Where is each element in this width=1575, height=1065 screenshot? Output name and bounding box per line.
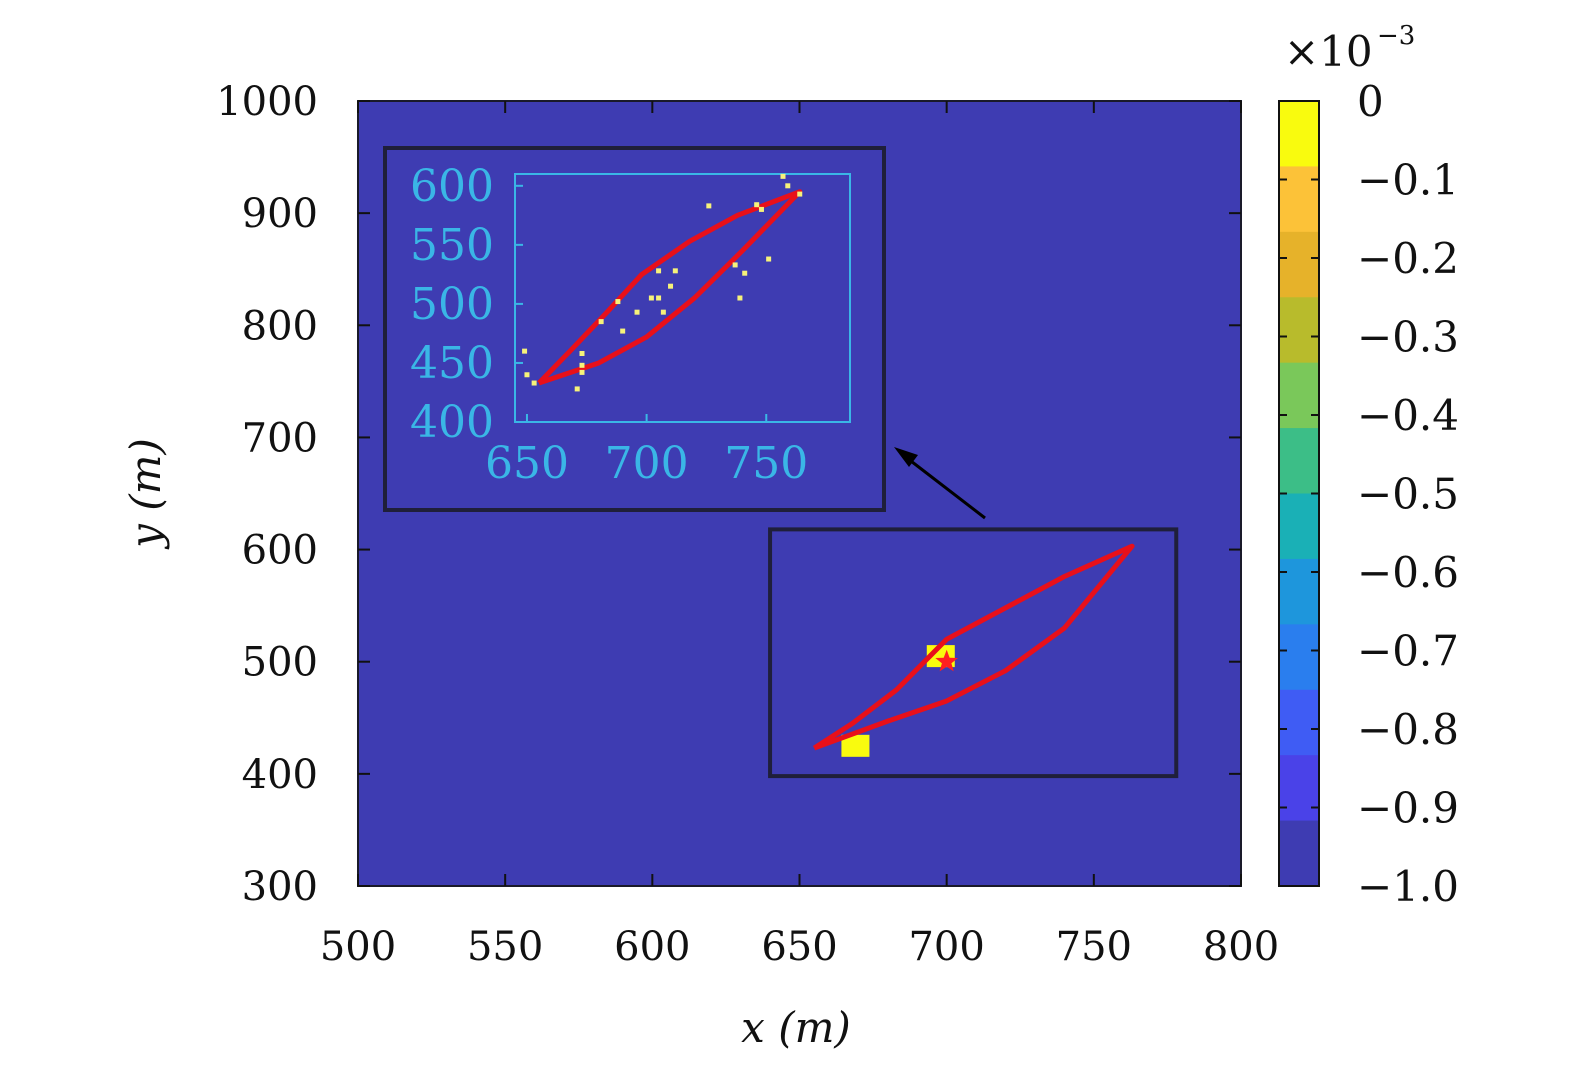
colorbar-segment bbox=[1279, 558, 1319, 625]
x-tick-label: 600 bbox=[614, 924, 690, 970]
inset-point bbox=[634, 309, 640, 315]
colorbar-segment bbox=[1279, 689, 1319, 756]
inset-point bbox=[660, 309, 666, 315]
inset-point bbox=[672, 268, 678, 274]
colorbar-tick-label: −1.0 bbox=[1357, 862, 1459, 911]
y-tick-label: 600 bbox=[242, 528, 318, 574]
y-tick-label: 500 bbox=[242, 640, 318, 686]
inset-y-tick-label: 550 bbox=[410, 220, 494, 271]
inset-point bbox=[656, 268, 662, 274]
colorbar-tick-label: −0.6 bbox=[1357, 548, 1459, 597]
inset-point bbox=[522, 348, 528, 354]
colorbar-multiplier: ×10 bbox=[1284, 27, 1373, 76]
colorbar-segment bbox=[1279, 231, 1319, 298]
colorbar-tick-label: −0.8 bbox=[1357, 705, 1459, 754]
y-tick-label: 1000 bbox=[216, 79, 318, 125]
inset-point bbox=[706, 203, 712, 209]
inset-point bbox=[579, 362, 585, 368]
inset-point bbox=[574, 386, 580, 392]
colorbar-tick-label: −0.5 bbox=[1357, 470, 1459, 519]
x-tick-label: 700 bbox=[908, 924, 984, 970]
x-axis-label: x (m) bbox=[741, 1003, 851, 1052]
x-tick-label: 500 bbox=[320, 924, 396, 970]
curve-line bbox=[812, 543, 1135, 751]
colorbar-multiplier-exponent: −3 bbox=[1377, 21, 1415, 51]
colorbar: 0 −0.1 −0.2 −0.3 −0.4 −0.5 −0.6 −0.7 −0.8 −0.9 −1.… bbox=[1278, 21, 1459, 911]
y-tick-label: 800 bbox=[242, 303, 318, 349]
y-tick-label: 300 bbox=[242, 864, 318, 910]
inset-axes-frame bbox=[514, 173, 851, 423]
colorbar-segment bbox=[1279, 755, 1319, 822]
colorbar-tick-label: −0.2 bbox=[1357, 234, 1459, 283]
x-tick-label: 650 bbox=[761, 924, 837, 970]
inset-x-tick-label: 700 bbox=[605, 438, 689, 489]
colorbar-tick-label: −0.9 bbox=[1357, 784, 1459, 833]
inset-point bbox=[656, 295, 662, 301]
inset-point bbox=[732, 262, 738, 268]
colorbar-segment bbox=[1279, 166, 1319, 233]
colorbar-tick-label: −0.4 bbox=[1357, 391, 1459, 440]
inset-point bbox=[531, 380, 537, 386]
colorbar-tick-label: −0.3 bbox=[1357, 313, 1459, 362]
colorbar-segment bbox=[1279, 820, 1319, 887]
inset-point bbox=[668, 283, 674, 289]
main-plot-layer bbox=[768, 527, 1179, 779]
inset-point bbox=[598, 319, 604, 325]
inset-point bbox=[758, 206, 764, 212]
colorbar-segment bbox=[1279, 101, 1319, 168]
inset-y-tick-label: 500 bbox=[410, 279, 494, 330]
inset-x-tick-label: 750 bbox=[724, 438, 808, 489]
colorbar-tick-label: 0 bbox=[1357, 77, 1384, 126]
inset-point bbox=[742, 270, 748, 276]
inset-point bbox=[797, 191, 803, 197]
colorbar-segment bbox=[1279, 362, 1319, 429]
y-tick-label: 900 bbox=[242, 191, 318, 237]
colorbar-segment bbox=[1279, 428, 1319, 495]
colorbar-segment bbox=[1279, 493, 1319, 560]
source-star-marker bbox=[935, 649, 959, 672]
colorbar-segment bbox=[1279, 297, 1319, 364]
inset-point bbox=[620, 328, 626, 334]
inset-point bbox=[780, 173, 786, 179]
inset-point bbox=[579, 351, 585, 357]
inset-point bbox=[766, 256, 772, 262]
inset-point bbox=[648, 295, 654, 301]
inset-point bbox=[524, 372, 530, 378]
zoom-box bbox=[768, 527, 1179, 779]
inset-panel bbox=[383, 146, 886, 512]
inset-point bbox=[737, 295, 743, 301]
inset-point bbox=[579, 369, 585, 375]
colorbar-segment bbox=[1279, 624, 1319, 691]
zoom-arrow-head bbox=[894, 447, 918, 467]
highlight-cell bbox=[841, 734, 870, 757]
inset-point bbox=[785, 183, 791, 189]
x-tick-label: 550 bbox=[467, 924, 543, 970]
inset-y-tick-label: 600 bbox=[410, 161, 494, 212]
y-tick-label: 700 bbox=[242, 415, 318, 461]
colorbar-tick-label: −0.7 bbox=[1357, 627, 1459, 676]
colorbar-tick-label: −0.1 bbox=[1357, 156, 1459, 205]
inset-y-tick-label: 450 bbox=[410, 338, 494, 389]
axes-layer: 500 550 600 650 700 750 800 300 400 500 600 700 800 9… bbox=[216, 79, 1279, 970]
inset-plot-layer: 650 700 750 400 450 500 550 600 bbox=[383, 146, 886, 512]
zoom-arrow-line bbox=[906, 456, 986, 520]
inset-y-tick-label: 400 bbox=[410, 397, 494, 448]
inset-point bbox=[754, 202, 760, 208]
y-tick-label: 400 bbox=[242, 752, 318, 798]
x-tick-label: 750 bbox=[1056, 924, 1132, 970]
x-tick-label: 800 bbox=[1203, 924, 1279, 970]
inset-point bbox=[615, 299, 621, 305]
inset-x-tick-label: 650 bbox=[485, 438, 569, 489]
y-axis-label: y (m) bbox=[121, 438, 170, 550]
